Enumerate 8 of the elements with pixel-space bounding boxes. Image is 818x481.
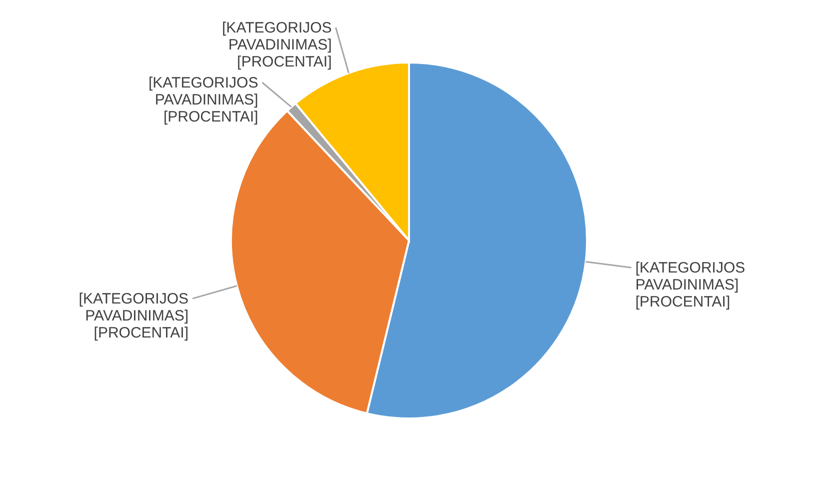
data-label: [PROCENTAI] xyxy=(94,324,189,342)
data-label: [PROCENTAI] xyxy=(237,54,332,70)
slice-label: [KATEGORIJOS PAVADINIMAS] xyxy=(148,74,258,108)
data-label: [PROCENTAI] xyxy=(635,294,730,311)
slice-label: [KATEGORIJOS PAVADINIMAS] xyxy=(222,20,332,54)
slice-label: [KATEGORIJOS PAVADINIMAS] xyxy=(78,290,189,325)
slice-label: [KATEGORIJOS PAVADINIMAS] xyxy=(635,260,746,294)
data-label: [PROCENTAI] xyxy=(163,108,258,126)
